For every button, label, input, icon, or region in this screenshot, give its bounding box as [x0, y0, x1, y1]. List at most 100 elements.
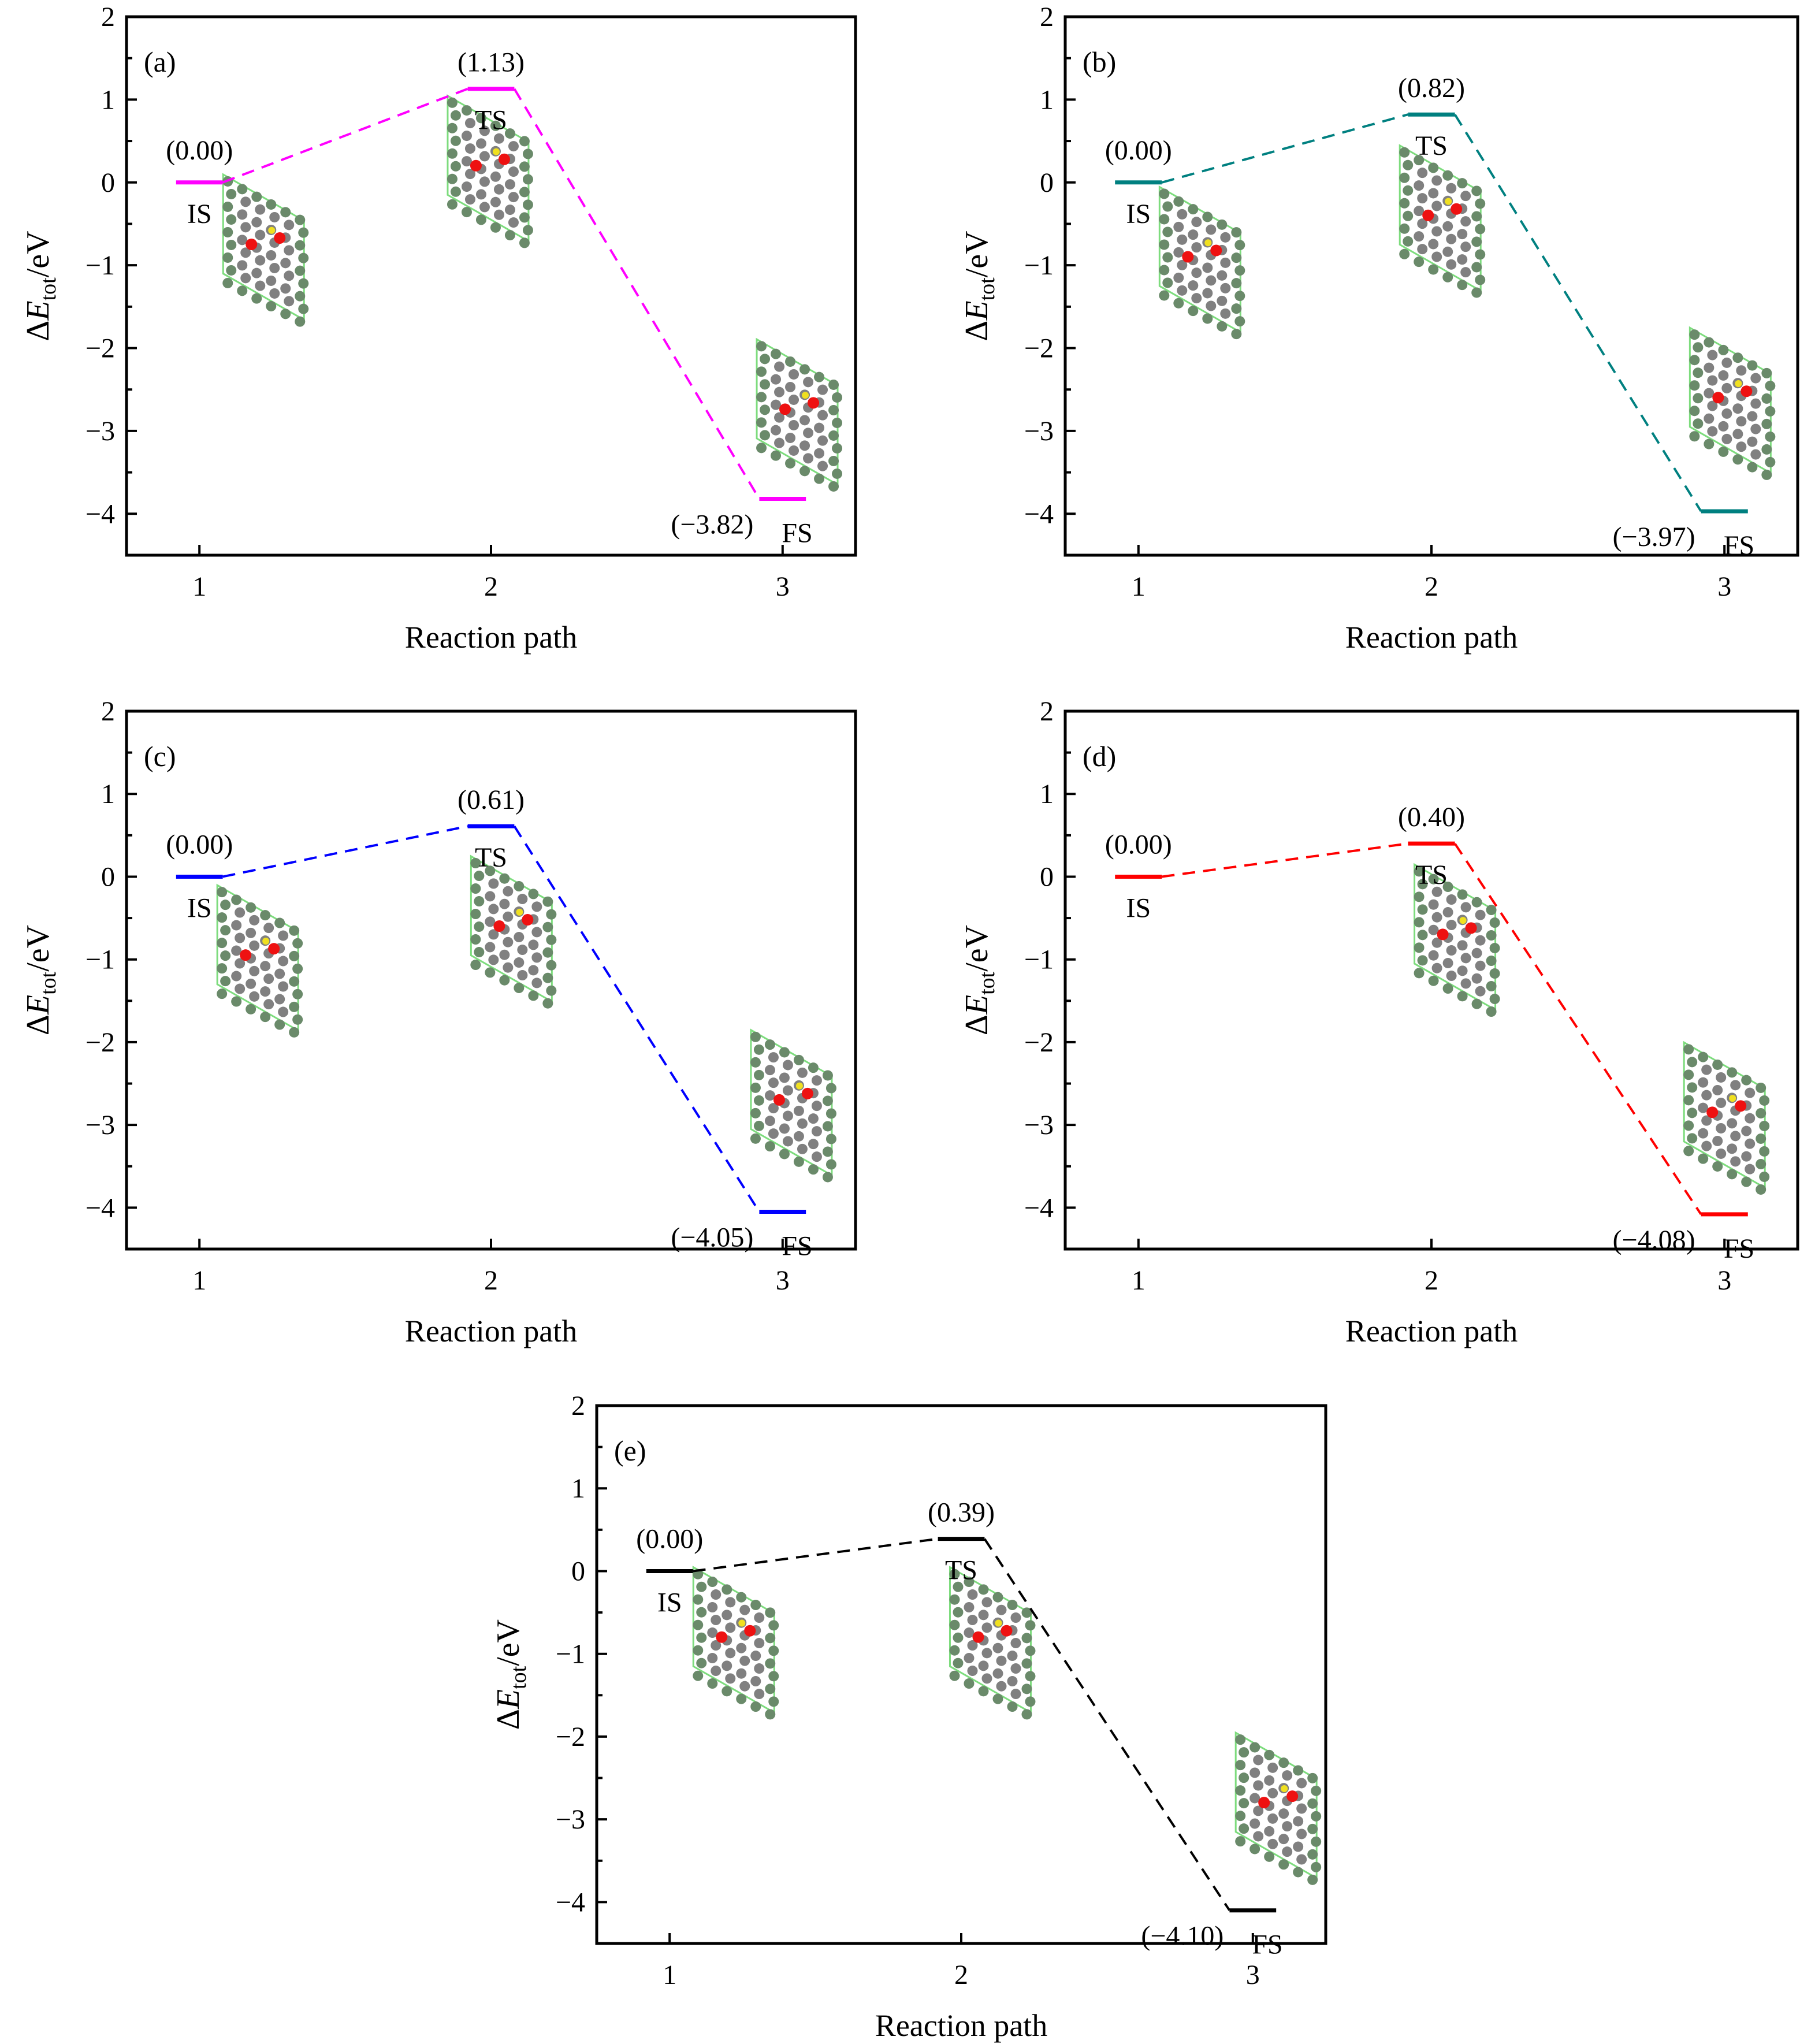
carbon-atom: [1399, 172, 1410, 183]
carbon-atom: [499, 873, 510, 884]
carbon-atom: [1173, 272, 1184, 283]
carbon-atom: [1712, 1059, 1723, 1070]
carbon-atom: [1264, 1851, 1275, 1862]
carbon-atom: [531, 927, 542, 938]
carbon-atom: [1417, 193, 1428, 204]
carbon-atom: [1756, 1158, 1766, 1169]
carbon-atom: [739, 1681, 750, 1692]
carbon-atom: [1249, 1844, 1260, 1855]
dopant-atom: [795, 1082, 803, 1090]
carbon-atom: [1718, 421, 1729, 432]
carbon-atom: [220, 900, 231, 910]
carbon-atom: [266, 250, 277, 261]
carbon-atom: [488, 929, 499, 940]
y-axis-label: ΔEtot/eV: [20, 231, 61, 341]
carbon-atom: [1159, 239, 1170, 250]
carbon-atom: [754, 1612, 765, 1623]
carbon-atom: [295, 316, 306, 327]
carbon-atom: [828, 455, 839, 466]
carbon-atom: [764, 1065, 775, 1076]
carbon-atom: [750, 1676, 761, 1687]
carbon-atom: [1007, 1651, 1018, 1662]
carbon-atom: [289, 950, 300, 961]
carbon-atom: [231, 945, 242, 956]
carbon-atom: [1021, 1633, 1032, 1644]
carbon-atom: [789, 445, 799, 456]
carbon-atom: [1403, 210, 1414, 221]
carbon-atom: [292, 938, 303, 949]
carbon-atom: [768, 1696, 779, 1707]
carbon-atom: [1159, 188, 1170, 199]
carbon-atom: [266, 275, 277, 286]
carbon-atom: [1414, 231, 1425, 242]
carbon-atom: [1475, 909, 1486, 920]
carbon-atom: [949, 1645, 960, 1656]
carbon-atom: [1278, 1859, 1289, 1870]
oxygen-atom: [779, 403, 791, 415]
carbon-atom: [1231, 303, 1242, 314]
carbon-atom: [1712, 1084, 1723, 1095]
y-label-unit: /eV: [20, 925, 56, 972]
carbon-atom: [1471, 185, 1482, 196]
carbon-atom: [295, 265, 306, 276]
panel-label: (e): [614, 1434, 646, 1467]
reaction-path-connector: [1453, 114, 1702, 512]
carbon-atom: [811, 1101, 822, 1112]
carbon-atom: [1414, 155, 1425, 166]
structure-inset-is: [216, 883, 303, 1038]
carbon-atom: [1403, 159, 1414, 170]
y-tick-label: 0: [101, 861, 115, 892]
value-label-fs: (−3.97): [1613, 522, 1695, 552]
carbon-atom: [1457, 889, 1468, 900]
structure-inset-ts: [1399, 144, 1486, 298]
carbon-atom: [771, 374, 782, 385]
y-label-symbol: E: [959, 995, 995, 1015]
carbon-atom: [825, 1134, 836, 1144]
carbon-atom: [1765, 380, 1776, 391]
carbon-atom: [266, 300, 277, 311]
carbon-atom: [447, 148, 458, 159]
oxygen-atom: [744, 1625, 756, 1637]
carbon-atom: [284, 296, 295, 307]
carbon-atom: [725, 1597, 736, 1608]
carbon-atom: [814, 371, 825, 382]
value-label-ts: (0.39): [928, 1497, 995, 1528]
carbon-atom: [1756, 1108, 1766, 1118]
carbon-atom: [514, 957, 525, 968]
y-tick-label: 2: [101, 696, 115, 727]
carbon-atom: [1756, 1184, 1766, 1195]
carbon-atom: [220, 950, 231, 961]
carbon-atom: [1747, 462, 1758, 473]
carbon-atom: [711, 1589, 722, 1600]
carbon-atom: [814, 473, 825, 484]
y-label-subscript: tot: [36, 971, 61, 995]
carbon-atom: [508, 141, 519, 152]
carbon-atom: [508, 217, 519, 228]
x-axis-label: Reaction path: [405, 1314, 577, 1348]
y-tick-label: 1: [571, 1473, 585, 1504]
carbon-atom: [251, 191, 262, 202]
carbon-atom: [1457, 991, 1468, 1002]
y-axis-label: ΔEtot/eV: [490, 1619, 531, 1730]
reaction-path-connector: [513, 88, 761, 500]
structure-inset-fs: [1689, 326, 1776, 480]
carbon-atom: [1235, 1785, 1246, 1796]
dopant-atom: [1281, 1785, 1288, 1792]
carbon-atom: [1689, 431, 1700, 442]
y-tick-label: 0: [1040, 168, 1054, 198]
carbon-atom: [546, 960, 557, 971]
panel-c: −4 −3 −2 −1 0 1 2 1 2 3 Reaction path ΔEtot/eV (c) (0…: [20, 696, 857, 1348]
carbon-atom: [1745, 1138, 1756, 1149]
carbon-atom: [1759, 1171, 1770, 1182]
carbon-atom: [485, 916, 496, 927]
dopant-atom: [802, 392, 809, 399]
y-tick-label: −1: [1024, 945, 1054, 975]
carbon-atom: [235, 907, 246, 918]
carbon-atom: [981, 1673, 992, 1684]
carbon-atom: [764, 1039, 775, 1050]
carbon-atom: [542, 896, 553, 907]
carbon-atom: [470, 883, 481, 894]
carbon-atom: [768, 1052, 779, 1063]
panel-label: (b): [1083, 46, 1116, 78]
